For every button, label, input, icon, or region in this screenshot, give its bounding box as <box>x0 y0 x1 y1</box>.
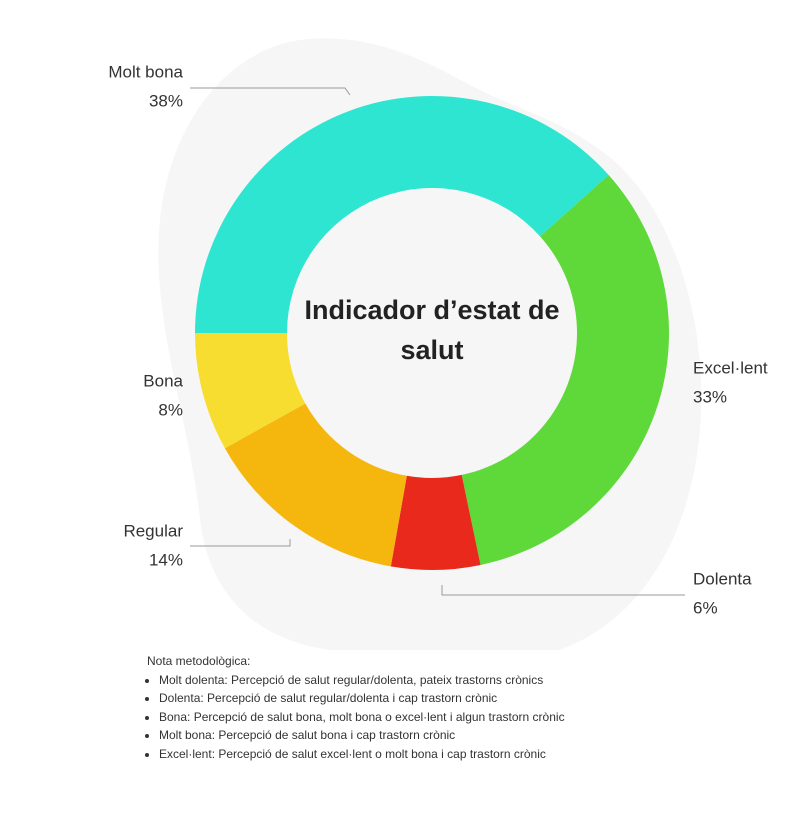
donut-segment <box>195 95 609 334</box>
leader-line <box>190 539 291 547</box>
donut-segment <box>224 403 407 567</box>
donut-segment <box>390 474 481 570</box>
value-label: 14% <box>149 550 183 569</box>
value-label: 38% <box>149 91 183 110</box>
value-label: 6% <box>693 598 718 617</box>
value-label: 8% <box>158 400 183 419</box>
chart-title: Indicador d’estat de salut <box>304 295 560 365</box>
donut-segment <box>461 174 669 565</box>
category-label: Dolenta <box>693 569 752 588</box>
notes-list: Molt dolenta: Percepció de salut regular… <box>147 671 565 764</box>
value-label: 33% <box>693 387 727 406</box>
category-label: Regular <box>123 521 183 540</box>
category-label: Excel·lent <box>693 358 768 377</box>
donut-segment <box>195 333 306 449</box>
leader-line <box>441 585 685 596</box>
note-item: Molt bona: Percepció de salut bona i cap… <box>159 726 565 745</box>
leader-line <box>190 87 351 96</box>
note-item: Molt dolenta: Percepció de salut regular… <box>159 671 565 690</box>
category-label: Bona <box>143 371 183 390</box>
category-label: Molt bona <box>108 62 183 81</box>
notes: Nota metodològica: Molt dolenta: Percepc… <box>147 652 565 763</box>
notes-title: Nota metodològica: <box>147 654 251 668</box>
note-item: Dolenta: Percepció de salut regular/dole… <box>159 689 565 708</box>
note-item: Bona: Percepció de salut bona, molt bona… <box>159 708 565 727</box>
note-item: Excel·lent: Percepció de salut excel·len… <box>159 745 565 764</box>
